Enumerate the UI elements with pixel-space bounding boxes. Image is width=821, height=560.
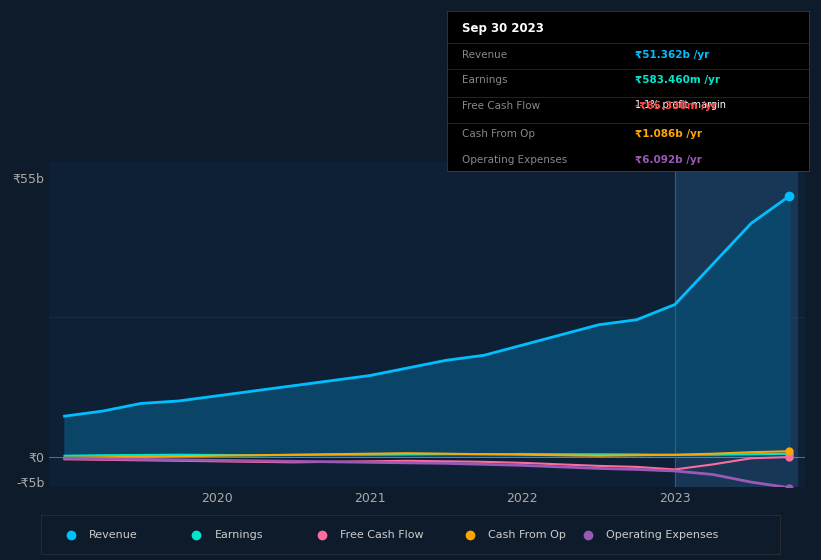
Text: ₹1.086b /yr: ₹1.086b /yr (635, 129, 702, 139)
Text: Free Cash Flow: Free Cash Flow (462, 101, 540, 110)
Bar (675, 162, 797, 487)
Text: Earnings: Earnings (215, 530, 264, 540)
Text: Operating Expenses: Operating Expenses (606, 530, 718, 540)
Text: Sep 30 2023: Sep 30 2023 (462, 22, 544, 35)
Text: ₹583.460m /yr: ₹583.460m /yr (635, 75, 720, 85)
Text: Revenue: Revenue (89, 530, 138, 540)
Text: Free Cash Flow: Free Cash Flow (341, 530, 424, 540)
Text: ₹6.092b /yr: ₹6.092b /yr (635, 155, 702, 165)
Text: Cash From Op: Cash From Op (488, 530, 566, 540)
Text: -₹65.330m /yr: -₹65.330m /yr (635, 101, 718, 110)
Text: Revenue: Revenue (462, 49, 507, 59)
Text: Cash From Op: Cash From Op (462, 129, 535, 139)
Text: 1.1% profit margin: 1.1% profit margin (635, 100, 727, 110)
Text: ₹51.362b /yr: ₹51.362b /yr (635, 49, 709, 59)
Text: Operating Expenses: Operating Expenses (462, 155, 567, 165)
Text: Earnings: Earnings (462, 75, 507, 85)
